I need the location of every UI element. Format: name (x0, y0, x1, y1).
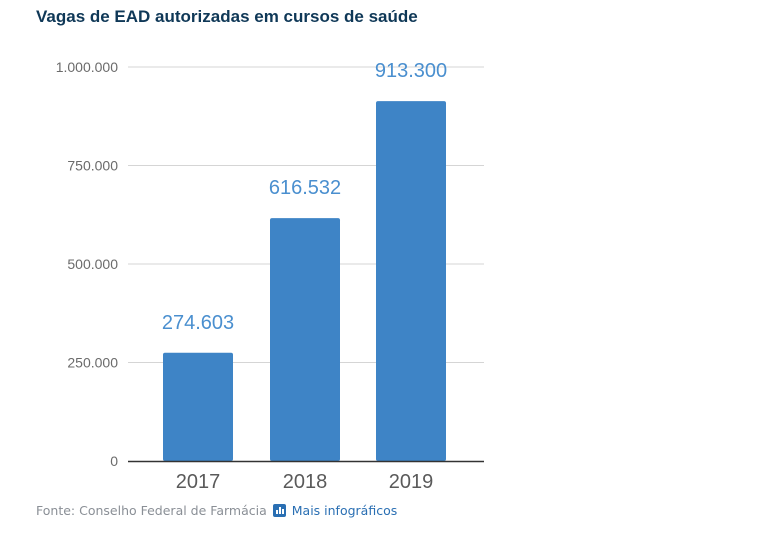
x-axis-ticks: 2017 2018 2019 (176, 471, 434, 493)
bar-2017 (163, 352, 233, 461)
source-text: Fonte: Conselho Federal de Farmácia (36, 503, 267, 518)
y-tick-label: 500.000 (67, 256, 118, 272)
y-tick-label: 1.000.000 (56, 59, 118, 75)
bar-2018 (270, 218, 340, 461)
data-labels: 274.603 616.532 913.300 (162, 60, 447, 334)
footer: Fonte: Conselho Federal de Farmácia Mais… (36, 503, 397, 518)
chart-title: Vagas de EAD autorizadas em cursos de sa… (36, 7, 418, 26)
x-tick-label-2018: 2018 (283, 471, 328, 493)
more-infographics-link[interactable]: Mais infográficos (291, 503, 398, 518)
data-label-2019: 913.300 (375, 60, 447, 82)
bar-2019 (376, 101, 446, 462)
x-tick-label-2019: 2019 (389, 471, 434, 493)
y-axis-ticks: 0 250.000 500.000 750.000 1.000.000 (56, 59, 119, 469)
y-tick-label: 0 (110, 453, 118, 469)
bar-chart-icon[interactable] (272, 504, 286, 517)
y-tick-label: 250.000 (67, 355, 118, 371)
data-label-2018: 616.532 (269, 177, 341, 199)
y-tick-label: 750.000 (67, 158, 118, 174)
bars (163, 101, 446, 462)
data-label-2017: 274.603 (162, 312, 234, 334)
x-tick-label-2017: 2017 (176, 471, 221, 493)
